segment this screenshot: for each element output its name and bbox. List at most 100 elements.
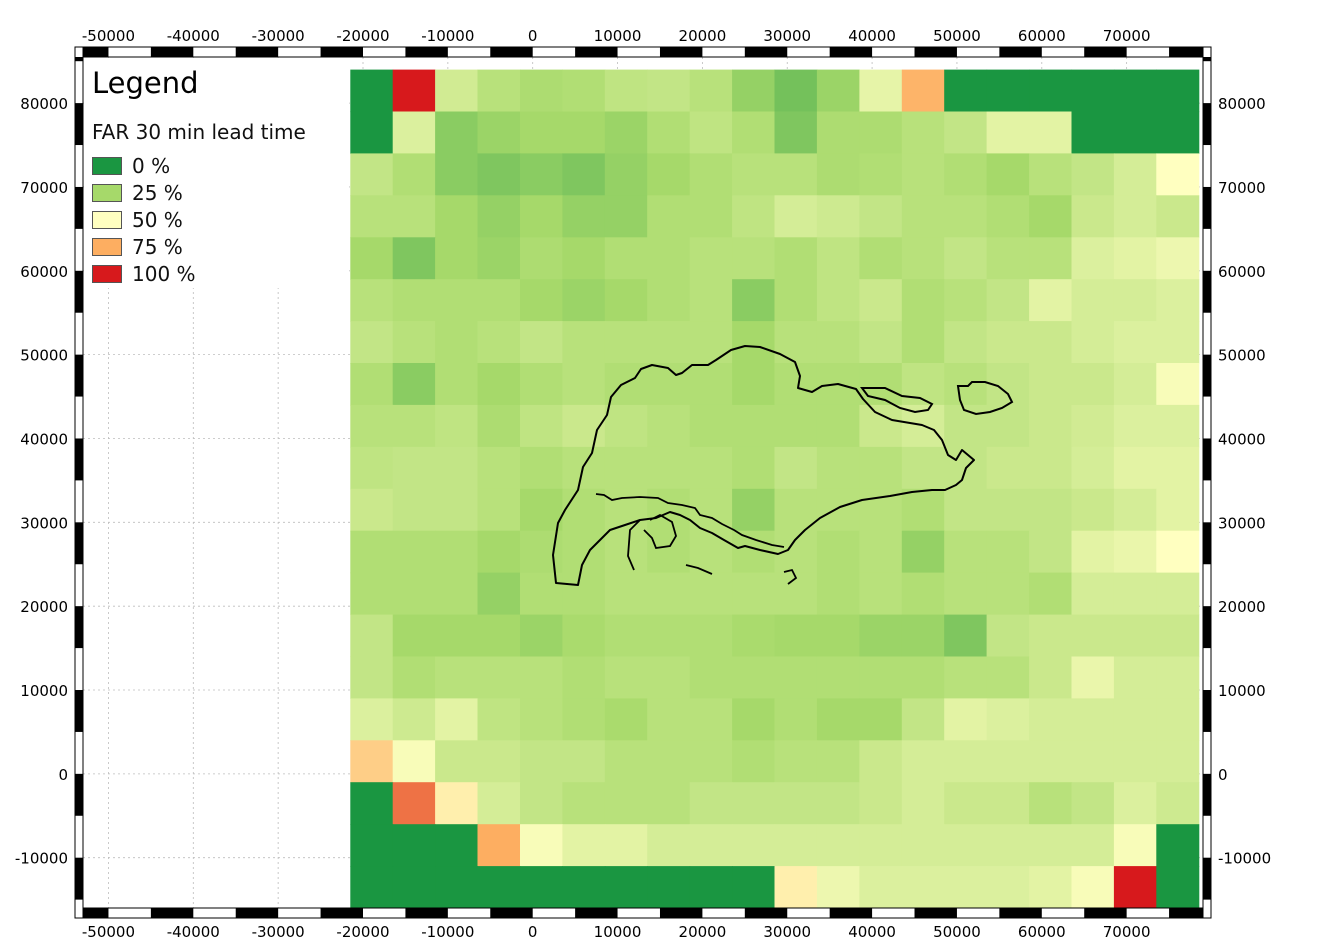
heatmap-cell xyxy=(732,404,776,448)
frame-zebra-blocks xyxy=(75,47,1211,918)
heatmap-cell xyxy=(1029,111,1073,154)
heatmap-cell xyxy=(1029,782,1073,825)
legend-swatch xyxy=(92,157,122,175)
heatmap-cell xyxy=(604,111,648,154)
heatmap-cell xyxy=(562,866,606,909)
tick-label: -50000 xyxy=(82,27,135,45)
heatmap-cell xyxy=(1113,69,1157,113)
heatmap-cell xyxy=(604,614,648,658)
heatmap-cell xyxy=(435,782,479,825)
heatmap-cell xyxy=(647,530,691,574)
heatmap-cell xyxy=(392,404,436,448)
heatmap-cell xyxy=(944,488,988,532)
heatmap-cell xyxy=(477,656,521,699)
tick-label: -50000 xyxy=(82,923,135,941)
heatmap-cell xyxy=(1113,530,1157,574)
heatmap-cell xyxy=(435,153,479,196)
frame-block xyxy=(1203,690,1211,732)
heatmap-cell xyxy=(392,824,436,867)
heatmap-cell xyxy=(477,824,521,867)
heatmap-cell xyxy=(604,321,648,364)
frame-block xyxy=(83,47,109,57)
heatmap-cell xyxy=(774,363,818,406)
heatmap-cell xyxy=(689,404,733,448)
heatmap-cell xyxy=(350,740,394,783)
frame-block xyxy=(744,908,788,918)
heatmap-cell xyxy=(392,69,436,113)
heatmap-cell xyxy=(816,782,860,825)
heatmap-cell xyxy=(986,279,1030,322)
heatmap-cell xyxy=(392,321,436,364)
tick-label: 40000 xyxy=(848,27,896,45)
heatmap-cell xyxy=(732,614,776,658)
heatmap-cell xyxy=(477,237,521,280)
heatmap-cell xyxy=(986,321,1030,364)
frame-block xyxy=(235,47,279,57)
heatmap-cell xyxy=(350,153,394,196)
heatmap-cell xyxy=(816,866,860,909)
heatmap-cell xyxy=(604,572,648,616)
heatmap-cell xyxy=(392,656,436,699)
heatmap-cell xyxy=(732,111,776,154)
pulau-ubin-outline xyxy=(956,381,1014,416)
frame-block xyxy=(659,908,703,918)
heatmap-cell xyxy=(647,111,691,154)
heatmap-cell xyxy=(562,698,606,741)
heatmap-cell xyxy=(1156,237,1200,280)
heatmap-cell xyxy=(816,656,860,699)
heatmap-cell xyxy=(816,572,860,616)
tick-label: -30000 xyxy=(252,923,305,941)
heatmap-cell xyxy=(689,572,733,616)
heatmap-cell xyxy=(859,530,903,574)
heatmap-cell xyxy=(1029,656,1073,699)
coastline-outline xyxy=(552,345,1014,586)
heatmap-cell xyxy=(732,279,776,322)
heatmap-cell xyxy=(944,530,988,574)
heatmap-cell xyxy=(1071,195,1115,238)
heatmap-cell xyxy=(1156,195,1200,238)
heatmap-cell xyxy=(1029,572,1073,616)
heatmap-cell xyxy=(520,656,563,699)
heatmap-cell xyxy=(562,614,606,658)
frame-block xyxy=(405,47,448,57)
frame-block xyxy=(999,47,1042,57)
heatmap-cell xyxy=(1071,698,1115,741)
heatmap-cell xyxy=(774,446,818,490)
heatmap-cell xyxy=(562,69,606,113)
heatmap-cell xyxy=(1071,153,1115,196)
heatmap-cell xyxy=(477,404,521,448)
heatmap-cell xyxy=(392,195,436,238)
heatmap-cell xyxy=(562,530,606,574)
tick-label: 20000 xyxy=(679,27,727,45)
heatmap-cell xyxy=(604,740,648,783)
frame-block xyxy=(1169,47,1203,57)
heatmap-cell xyxy=(859,69,903,113)
heatmap-cell xyxy=(1156,404,1200,448)
heatmap-cell xyxy=(1156,321,1200,364)
frame-block xyxy=(914,47,957,57)
heatmap-cell xyxy=(944,572,988,616)
tick-label: -10000 xyxy=(421,923,474,941)
heatmap-cell xyxy=(392,782,436,825)
heatmap-cell xyxy=(1071,404,1115,448)
heatmap-cell xyxy=(520,824,563,867)
heatmap-cell xyxy=(986,656,1030,699)
heatmap-cell xyxy=(604,782,648,825)
heatmap-cell xyxy=(944,237,988,280)
tick-label: 80000 xyxy=(20,95,68,113)
heatmap-cell xyxy=(1071,656,1115,699)
heatmap-cell xyxy=(604,279,648,322)
frame-block xyxy=(1203,186,1211,229)
heatmap-cell xyxy=(859,195,903,238)
frame-block xyxy=(75,57,83,62)
heatmap-cell xyxy=(520,782,563,825)
heatmap-cell xyxy=(1113,279,1157,322)
heatmap-cell xyxy=(350,656,394,699)
heatmap-cell xyxy=(392,237,436,280)
tick-label: 50000 xyxy=(20,347,68,365)
tick-label: 20000 xyxy=(1218,598,1266,616)
frame-block xyxy=(75,103,83,146)
heatmap-cell xyxy=(774,698,818,741)
heatmap-cell xyxy=(1156,153,1200,196)
heatmap-cell xyxy=(944,656,988,699)
